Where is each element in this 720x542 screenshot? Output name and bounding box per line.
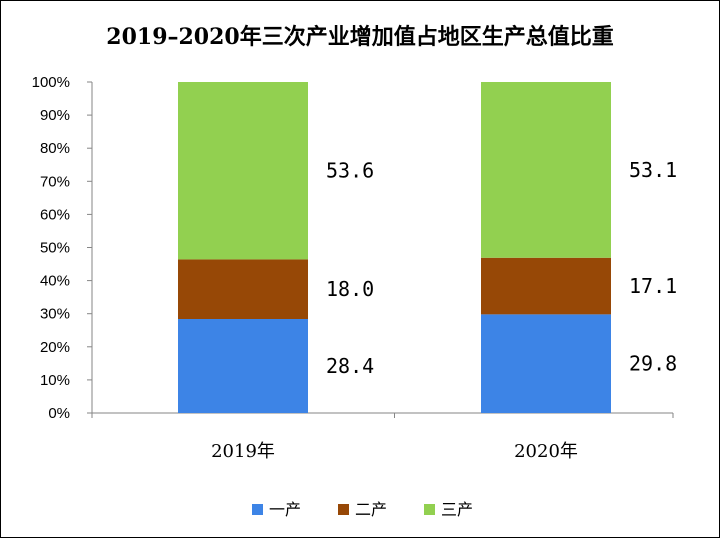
legend-label: 三产: [441, 500, 473, 519]
y-tick-label: 70%: [40, 173, 70, 190]
data-label: 29.8: [629, 352, 677, 376]
bar-segment: [481, 82, 611, 258]
data-label: 53.6: [326, 159, 374, 183]
y-tick-label: 80%: [40, 140, 70, 157]
y-tick-label: 0%: [48, 405, 70, 422]
chart-title: 2019–2020年三次产业增加值占地区生产总值比重: [106, 24, 613, 50]
bar-segment: [481, 257, 611, 315]
y-tick-label: 10%: [40, 372, 70, 389]
data-label: 17.1: [629, 274, 677, 298]
legend-swatch: [252, 504, 263, 515]
legend-swatch: [424, 504, 435, 515]
y-tick-label: 20%: [40, 339, 70, 356]
y-tick-label: 30%: [40, 306, 70, 323]
plot-area: 0% 10% 20% 30% 40% 50% 60% 70% 80% 90% 100% 28.4 18.…: [32, 74, 678, 462]
bar-segment: [178, 259, 308, 319]
data-label: 28.4: [326, 354, 374, 378]
y-tick-label: 40%: [40, 273, 70, 290]
legend: 一产 二产 三产: [252, 500, 473, 519]
legend-label: 二产: [355, 500, 387, 519]
legend-swatch: [338, 504, 349, 515]
data-label: 53.1: [629, 158, 677, 182]
y-tick-label: 90%: [40, 107, 70, 124]
x-category-label: 2019年: [211, 441, 275, 462]
y-tick-label: 60%: [40, 206, 70, 223]
bar-segment: [178, 82, 308, 260]
y-tick-label: 50%: [40, 240, 70, 257]
bar-segment: [481, 314, 611, 413]
data-label: 18.0: [326, 277, 374, 301]
y-tick-label: 100%: [32, 74, 70, 91]
x-category-label: 2020年: [514, 441, 578, 462]
legend-label: 一产: [269, 500, 301, 519]
bar-segment: [178, 318, 308, 413]
